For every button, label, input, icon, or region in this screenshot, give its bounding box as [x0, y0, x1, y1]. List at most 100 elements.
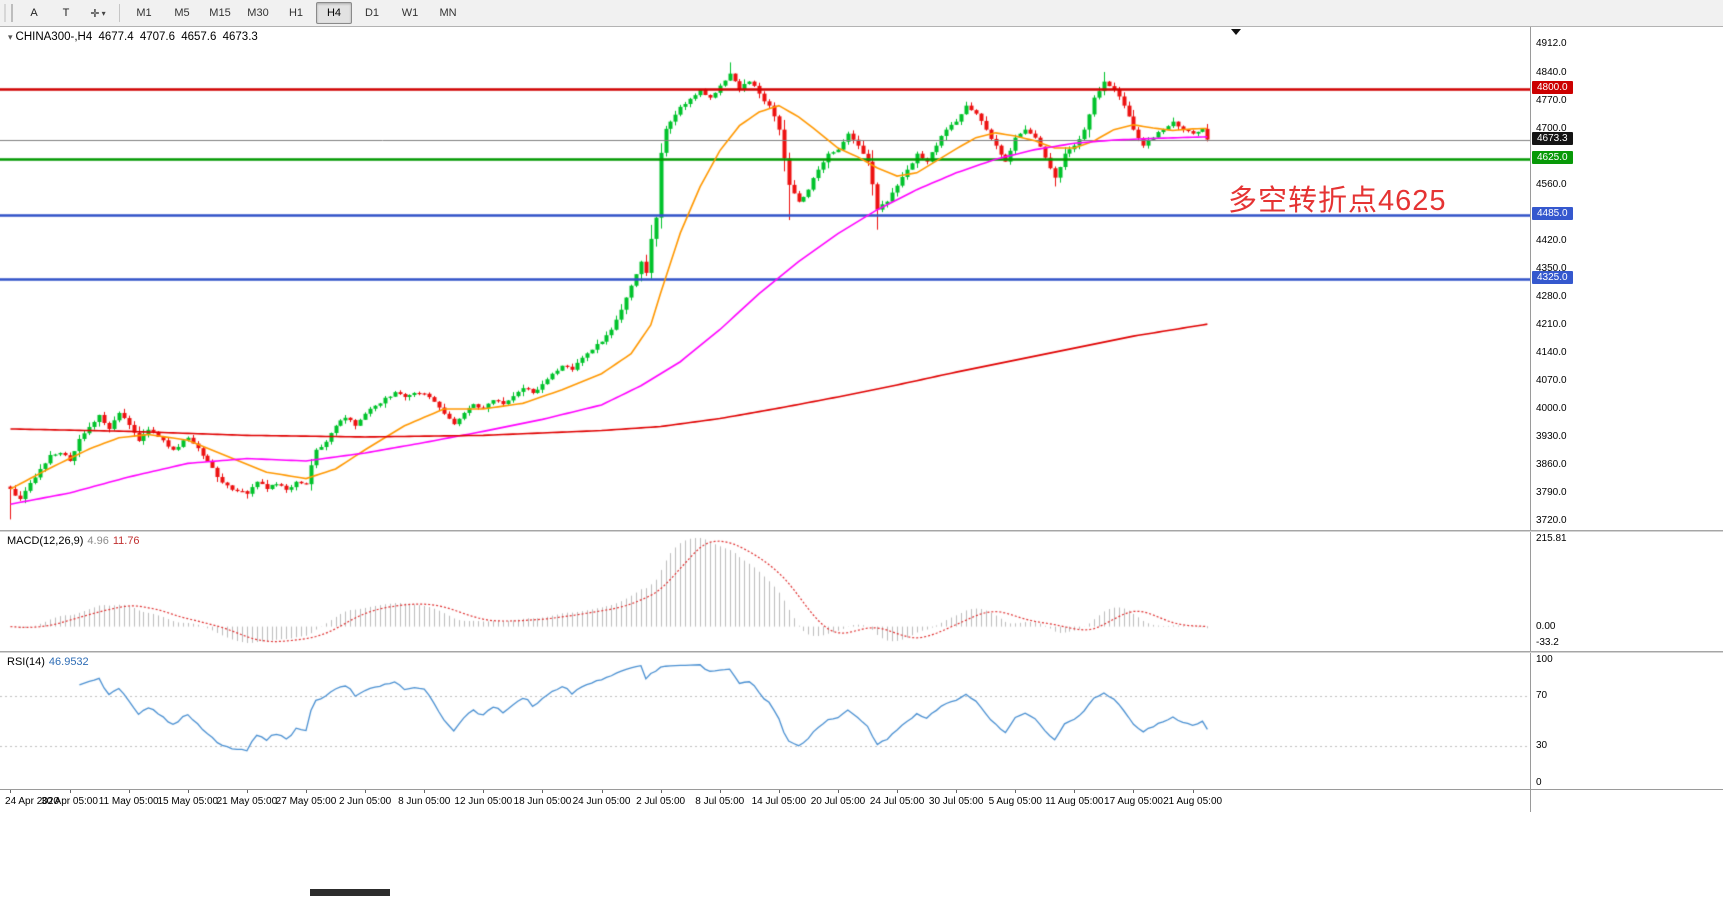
time-tick — [10, 790, 11, 793]
time-label: 5 Aug 05:00 — [988, 796, 1042, 807]
time-tick — [188, 790, 189, 793]
ohlc-low: 4657.6 — [181, 31, 217, 43]
panel-divider[interactable] — [0, 530, 1723, 532]
price-tick: 3930.0 — [1536, 430, 1567, 442]
macd-tick: 215.81 — [1536, 533, 1567, 544]
timeframe-button-m1[interactable]: M1 — [136, 7, 152, 19]
level-price-badge: 4800.0 — [1532, 80, 1573, 94]
price-tick: 4000.0 — [1536, 402, 1567, 414]
rsi-tick: 70 — [1536, 690, 1548, 702]
timeframe-button-m5[interactable]: M5 — [174, 7, 190, 19]
macd-axis: 215.81 0.00 -33.2 — [1530, 532, 1723, 651]
time-tick — [70, 790, 71, 793]
rsi-panel: RSI(14) 46.9532 100 70 30 0 — [0, 653, 1723, 789]
chart-area: ▾ CHINA300-,H4 4677.4 4707.6 4657.6 4673.… — [0, 27, 1723, 812]
price-tick: 4700.0 — [1536, 122, 1567, 134]
macd-tick: -33.2 — [1536, 637, 1559, 648]
price-tick: 4912.0 — [1536, 38, 1567, 49]
macd-panel: MACD(12,26,9) 4.96 11.76 215.81 0.00 -33.2 — [0, 532, 1723, 651]
macd-signal-value: 11.76 — [112, 535, 140, 547]
price-tick: 4140.0 — [1536, 346, 1567, 358]
rsi-label: RSI(14) 46.9532 — [7, 656, 93, 668]
rsi-tick: 30 — [1536, 739, 1548, 751]
rsi-axis: 100 70 30 0 — [1530, 653, 1723, 789]
price-tick: 3790.0 — [1536, 486, 1567, 498]
time-label: 24 Apr 2020 — [5, 796, 59, 807]
time-tick — [1015, 790, 1016, 793]
time-label: 30 Apr 05:00 — [41, 796, 98, 807]
price-tick: 4210.0 — [1536, 318, 1567, 330]
time-tick — [542, 790, 543, 793]
level-price-badge: 4325.0 — [1532, 270, 1573, 284]
symbol-marker-icon: ▾ — [8, 32, 13, 42]
macd-name: MACD(12,26,9) — [7, 535, 84, 547]
text-tool-button[interactable]: T — [62, 7, 70, 19]
price-tick: 4350.0 — [1536, 262, 1567, 274]
timeframe-button-h1[interactable]: H1 — [288, 7, 304, 19]
time-label: 20 Jul 05:00 — [810, 796, 866, 807]
ohlc-close: 4673.3 — [222, 31, 258, 43]
cursor-tools-button[interactable]: ✛ ▾ — [83, 2, 113, 24]
timeframe-button-m15[interactable]: M15 — [209, 7, 231, 19]
time-label: 2 Jun 05:00 — [338, 796, 392, 807]
rsi-tick: 100 — [1536, 654, 1553, 665]
rsi-chart-canvas[interactable] — [0, 653, 1530, 789]
time-tick — [129, 790, 130, 793]
time-tick — [779, 790, 780, 793]
time-label: 21 May 05:00 — [216, 796, 278, 807]
panel-divider[interactable] — [0, 651, 1723, 653]
timeframe-button-d1[interactable]: D1 — [364, 7, 380, 19]
time-axis[interactable]: 24 Apr 2020 30 Apr 05:00 11 May 05:00 15 Ma… — [0, 789, 1723, 812]
price-tick: 3860.0 — [1536, 458, 1567, 470]
macd-chart-canvas[interactable] — [0, 532, 1530, 651]
timeframe-group: M1 M5 M15 M30 H1 H4 D1 W1 MN — [125, 2, 467, 24]
time-tick — [720, 790, 721, 793]
time-tick — [897, 790, 898, 793]
time-tick — [483, 790, 484, 793]
dropdown-caret-icon: ▾ — [101, 8, 106, 18]
time-tick — [365, 790, 366, 793]
time-label: 30 Jul 05:00 — [928, 796, 984, 807]
bottom-strip-handle[interactable] — [310, 889, 390, 896]
macd-tick: 0.00 — [1536, 620, 1556, 632]
time-tick — [956, 790, 957, 793]
symbol-title: CHINA300-,H4 — [15, 31, 93, 43]
level-price-badge: 4625.0 — [1532, 150, 1573, 164]
time-label: 15 May 05:00 — [157, 796, 219, 807]
arrow-tool-button[interactable]: A — [30, 7, 38, 19]
timeframe-button-m30[interactable]: M30 — [247, 7, 269, 19]
chart-shift-marker-icon[interactable] — [1231, 29, 1241, 35]
toolbar-grip[interactable] — [4, 4, 13, 22]
timeframe-button-h4[interactable]: H4 — [316, 2, 352, 24]
price-tick: 4770.0 — [1536, 94, 1567, 106]
price-tick: 4560.0 — [1536, 178, 1567, 190]
timeframe-button-w1[interactable]: W1 — [401, 7, 419, 19]
time-label: 24 Jul 05:00 — [869, 796, 925, 807]
time-label: 11 Aug 05:00 — [1045, 796, 1104, 807]
price-tick: 4840.0 — [1536, 66, 1567, 78]
time-tick — [661, 790, 662, 793]
time-tick — [424, 790, 425, 793]
time-tick — [306, 790, 307, 793]
chart-header: ▾ CHINA300-,H4 4677.4 4707.6 4657.6 4673.… — [8, 31, 261, 43]
toolbar-separator — [119, 4, 120, 22]
time-tick — [1193, 790, 1194, 793]
time-label: 24 Jun 05:00 — [572, 796, 631, 807]
time-axis-corner — [1530, 790, 1723, 812]
price-tick: 4280.0 — [1536, 290, 1567, 302]
price-tick: 4420.0 — [1536, 234, 1567, 246]
price-chart-canvas[interactable] — [0, 27, 1530, 530]
time-label: 21 Aug 05:00 — [1163, 796, 1223, 807]
price-axis[interactable]: 4912.04840.04770.04700.04630.04560.04490… — [1530, 27, 1723, 530]
time-label: 8 Jun 05:00 — [398, 796, 451, 807]
time-label: 14 Jul 05:00 — [751, 796, 807, 807]
time-tick — [1133, 790, 1134, 793]
current-price-badge: 4673.3 — [1532, 131, 1573, 145]
time-label: 2 Jul 05:00 — [636, 796, 686, 807]
ohlc-open: 4677.4 — [98, 31, 134, 43]
toolbar: A T ✛ ▾ M1 M5 M15 M30 H1 H4 D1 W1 MN — [0, 0, 1723, 27]
timeframe-button-mn[interactable]: MN — [439, 7, 457, 19]
macd-main-value: 4.96 — [87, 535, 109, 547]
bottom-area — [0, 812, 1723, 899]
